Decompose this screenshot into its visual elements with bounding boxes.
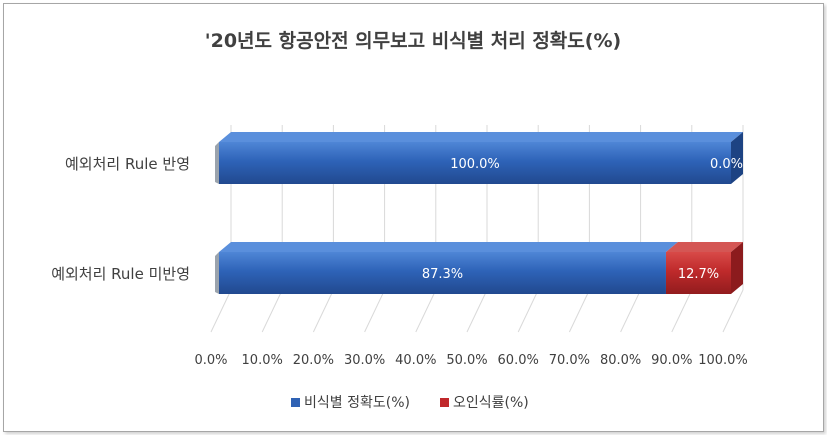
gridline-floor (312, 289, 334, 333)
gridline-floor (364, 289, 386, 333)
x-tick-label: 0.0% (194, 353, 227, 368)
x-tick-label: 20.0% (293, 353, 334, 368)
bar-start-face (215, 252, 219, 294)
bar-top-face (219, 242, 678, 252)
legend-label: 오인식률(%) (453, 395, 529, 411)
gridline-floor (722, 289, 744, 333)
data-label: 12.7% (678, 267, 719, 282)
legend: 비식별 정확도(%) 오인식률(%) (291, 395, 529, 411)
chart-frame (3, 3, 824, 432)
legend-label: 비식별 정확도(%) (304, 395, 410, 411)
x-tick-label: 80.0% (600, 353, 641, 368)
gridline-floor (568, 289, 590, 333)
data-label: 0.0% (710, 157, 743, 172)
gridline-floor (210, 289, 232, 333)
x-tick-label: 60.0% (498, 353, 539, 368)
bar-end-face (731, 132, 743, 184)
bar-start-face (215, 142, 219, 184)
x-tick-label: 100.0% (698, 353, 748, 368)
x-tick-label: 40.0% (395, 353, 436, 368)
x-tick-label: 70.0% (549, 353, 590, 368)
data-label: 100.0% (450, 157, 500, 172)
chart-title: '20년도 항공안전 의무보고 비식별 처리 정확도(%) (205, 29, 621, 52)
bar-top-face (219, 132, 743, 142)
legend-swatch (291, 398, 300, 407)
bar-segment (665, 252, 731, 294)
bar-segment (219, 252, 666, 294)
category-label: 예외처리 Rule 미반영 (51, 265, 190, 283)
category-label: 예외처리 Rule 반영 (65, 155, 190, 173)
data-label: 87.3% (422, 267, 463, 282)
gridline-floor (517, 289, 539, 333)
legend-swatch (440, 398, 449, 407)
bar-end-face (731, 242, 743, 294)
gridline-floor (671, 289, 693, 333)
x-tick-label: 90.0% (651, 353, 692, 368)
gridline-floor (620, 289, 642, 333)
bars (215, 132, 743, 294)
gridline-floor (466, 289, 488, 333)
x-tick-label: 10.0% (242, 353, 283, 368)
bar-segment (219, 142, 731, 184)
gridline-floor (261, 289, 283, 333)
data-labels: 100.0% 0.0% 87.3% 12.7% (422, 157, 743, 282)
x-tick-label: 30.0% (344, 353, 385, 368)
x-tick-label: 50.0% (446, 353, 487, 368)
x-axis-ticks: 0.0% 10.0% 20.0% 30.0% 40.0% 50.0% 60.0% 70.0% 8… (194, 353, 747, 368)
gridline-floor (415, 289, 437, 333)
bar-top-face (665, 242, 743, 252)
